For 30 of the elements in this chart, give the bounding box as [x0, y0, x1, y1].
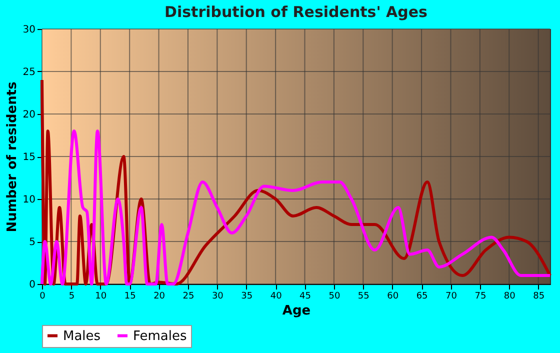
x-tick-label: 65 — [416, 292, 428, 302]
x-tick-label: 30 — [212, 292, 224, 302]
y-tick-label: 0 — [29, 280, 36, 290]
y-tick-label: 25 — [22, 67, 36, 78]
x-tick-label: 50 — [328, 292, 340, 302]
legend-label: Males — [63, 328, 101, 344]
x-tick-label: 75 — [474, 292, 486, 302]
y-tick-label: 30 — [22, 24, 36, 36]
x-tick-label: 55 — [358, 292, 370, 302]
x-tick-label: 20 — [154, 292, 166, 302]
x-tick-label: 35 — [241, 292, 253, 302]
x-axis-title: Age — [282, 304, 311, 318]
x-tick-label: 45 — [300, 292, 311, 302]
x-tick-label: 80 — [504, 292, 516, 302]
y-tick-label: 5 — [29, 237, 36, 248]
y-tick-label: 15 — [22, 152, 36, 163]
x-tick-label: 70 — [446, 292, 458, 302]
x-tick-label: 85 — [533, 292, 545, 302]
x-tick-label: 15 — [124, 292, 136, 302]
legend-label: Females — [133, 328, 188, 344]
x-tick-label: 60 — [387, 292, 399, 302]
y-tick-label: 10 — [22, 194, 36, 206]
x-tick-label: 25 — [182, 292, 194, 302]
x-tick-label: 0 — [40, 292, 46, 302]
chart-title: Distribution of Residents' Ages — [164, 3, 428, 21]
x-tick-label: 10 — [95, 292, 107, 302]
x-tick-label: 5 — [68, 292, 75, 302]
x-tick-label: 40 — [270, 292, 282, 302]
y-tick-label: 20 — [22, 110, 36, 120]
y-axis-title: Number of residents — [4, 81, 20, 232]
